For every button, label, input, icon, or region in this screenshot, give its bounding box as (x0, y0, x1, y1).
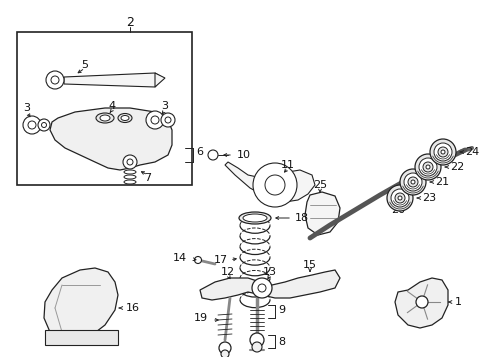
Text: 22: 22 (449, 162, 463, 172)
Text: 1: 1 (454, 297, 461, 307)
Circle shape (219, 342, 230, 354)
Circle shape (386, 185, 412, 211)
Circle shape (123, 155, 136, 169)
Circle shape (194, 256, 201, 263)
Circle shape (425, 165, 429, 169)
Text: 24: 24 (464, 147, 478, 157)
Circle shape (403, 173, 421, 191)
Circle shape (151, 116, 159, 124)
Circle shape (51, 76, 59, 84)
Ellipse shape (121, 116, 129, 121)
Text: 18: 18 (294, 213, 308, 223)
Circle shape (410, 180, 414, 184)
Text: 20: 20 (390, 205, 404, 215)
Text: 7: 7 (144, 173, 151, 183)
Text: 4: 4 (108, 101, 115, 111)
Text: 17: 17 (213, 255, 227, 265)
Circle shape (407, 177, 417, 187)
Circle shape (440, 150, 444, 154)
Circle shape (390, 189, 408, 207)
Circle shape (28, 121, 36, 129)
Circle shape (433, 143, 451, 161)
Ellipse shape (124, 170, 136, 174)
Circle shape (146, 111, 164, 129)
Polygon shape (199, 270, 339, 300)
Polygon shape (50, 108, 172, 170)
Circle shape (249, 333, 263, 347)
Circle shape (436, 150, 446, 160)
Circle shape (208, 150, 217, 160)
Ellipse shape (96, 113, 114, 123)
Polygon shape (155, 73, 165, 87)
Circle shape (264, 175, 285, 195)
Ellipse shape (118, 114, 132, 122)
Text: 10: 10 (237, 150, 251, 160)
Text: 9: 9 (277, 305, 285, 315)
Text: 14: 14 (172, 253, 187, 263)
Circle shape (23, 116, 41, 134)
Text: 12: 12 (221, 267, 235, 277)
Text: 25: 25 (312, 180, 326, 190)
Text: 3: 3 (23, 103, 30, 113)
Circle shape (165, 117, 171, 123)
Polygon shape (304, 192, 339, 235)
Circle shape (414, 154, 440, 180)
Bar (17, 32, 192, 185)
Text: 21: 21 (434, 177, 448, 187)
Text: 11: 11 (280, 160, 294, 170)
Polygon shape (45, 330, 118, 345)
Circle shape (415, 296, 427, 308)
Text: 23: 23 (421, 193, 435, 203)
Polygon shape (225, 162, 314, 202)
Ellipse shape (242, 214, 267, 222)
Text: 19: 19 (194, 313, 208, 323)
Text: 6: 6 (196, 147, 203, 157)
Polygon shape (394, 278, 447, 328)
Circle shape (161, 113, 175, 127)
Circle shape (257, 284, 265, 292)
Circle shape (437, 147, 447, 157)
Ellipse shape (100, 115, 110, 121)
Circle shape (397, 196, 401, 200)
Text: 16: 16 (126, 303, 140, 313)
Circle shape (253, 163, 296, 207)
Circle shape (394, 193, 404, 203)
Circle shape (127, 159, 133, 165)
Text: 3: 3 (161, 101, 168, 111)
Text: 8: 8 (277, 337, 285, 347)
Text: 2: 2 (126, 15, 134, 29)
Text: 5: 5 (81, 60, 88, 70)
Ellipse shape (124, 175, 136, 179)
Circle shape (429, 139, 455, 165)
Circle shape (252, 342, 261, 352)
Circle shape (422, 162, 432, 172)
Circle shape (38, 119, 50, 131)
Circle shape (46, 71, 64, 89)
Text: 13: 13 (262, 267, 276, 277)
Polygon shape (64, 73, 160, 87)
Circle shape (252, 278, 272, 298)
Text: 15: 15 (302, 260, 317, 270)
Circle shape (399, 169, 425, 195)
Ellipse shape (124, 180, 136, 184)
Circle shape (418, 158, 436, 176)
Ellipse shape (239, 212, 271, 224)
Circle shape (221, 350, 228, 357)
Polygon shape (44, 268, 118, 340)
Circle shape (42, 122, 46, 127)
